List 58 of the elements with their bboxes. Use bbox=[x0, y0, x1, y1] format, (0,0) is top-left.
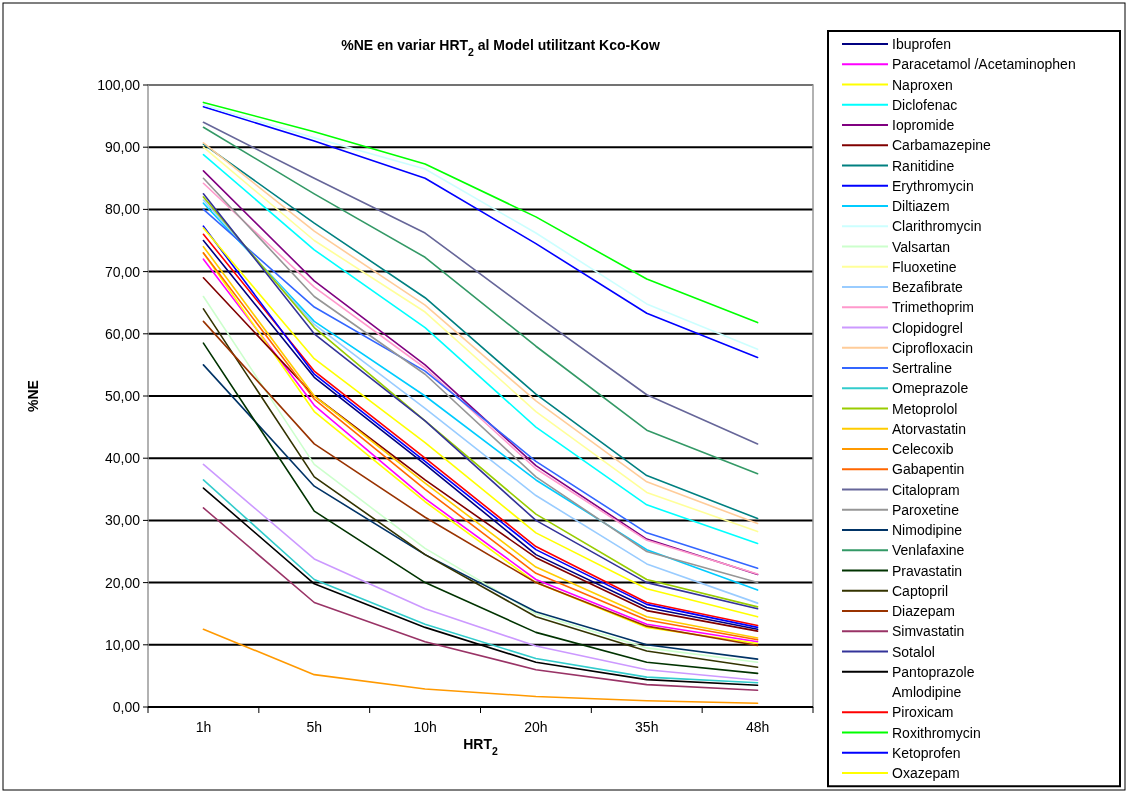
x-tick-label: 20h bbox=[524, 719, 548, 735]
legend-label: Captopril bbox=[892, 582, 949, 599]
legend-label: Naproxen bbox=[892, 76, 953, 93]
x-tick-label: 35h bbox=[635, 719, 659, 735]
y-axis-title: %NE bbox=[25, 380, 41, 412]
legend-label: Citalopram bbox=[892, 481, 960, 498]
legend-label: Roxithromycin bbox=[892, 724, 981, 741]
legend-label: Ciprofloxacin bbox=[892, 339, 973, 356]
legend-label: Bezafibrate bbox=[892, 279, 964, 295]
y-tick-label: 10,00 bbox=[104, 636, 141, 653]
legend-label: Valsartan bbox=[892, 238, 951, 255]
legend-label: Clarithromycin bbox=[892, 218, 982, 235]
legend-label: Oxazepam bbox=[892, 765, 960, 781]
legend-label: Diltiazem bbox=[892, 198, 950, 214]
legend-label: Gabapentin bbox=[892, 461, 965, 478]
chart-title: %NE en variar HRT$_{2}$ al Model utilitzant Kco-Kow bbox=[341, 37, 660, 58]
legend-label: Diazepam bbox=[892, 603, 956, 619]
legend-label: Sotalol bbox=[892, 643, 935, 660]
legend-label: Sertraline bbox=[892, 360, 953, 376]
legend-label: Atorvastatin bbox=[892, 420, 966, 437]
legend-label: Paracetamol /Acetaminophen bbox=[892, 56, 1076, 73]
legend-label: Pantoprazole bbox=[892, 663, 975, 680]
x-tick-label: 5h bbox=[306, 719, 323, 735]
y-tick-label: 100,00 bbox=[97, 77, 141, 93]
y-tick-label: 80,00 bbox=[104, 201, 141, 218]
legend-label: Paroxetine bbox=[892, 501, 960, 518]
legend-label: Ibuprofen bbox=[892, 36, 952, 52]
x-tick-label: 48h bbox=[745, 719, 770, 735]
legend-label: Venlafaxine bbox=[892, 542, 965, 559]
legend-label: Metoprolol bbox=[892, 400, 958, 417]
y-tick-label: 60,00 bbox=[104, 325, 141, 342]
x-tick-label: 1h bbox=[195, 719, 212, 735]
y-tick-label: 0,00 bbox=[112, 699, 141, 715]
legend-label: Nimodipine bbox=[892, 522, 963, 538]
y-tick-label: 50,00 bbox=[104, 388, 141, 404]
legend-label: Trimethoprim bbox=[892, 299, 974, 316]
legend-label: Erythromycin bbox=[892, 177, 974, 194]
legend-label: Carbamazepine bbox=[892, 137, 992, 154]
legend-label: Omeprazole bbox=[892, 380, 969, 397]
x-tick-label: 10h bbox=[413, 719, 437, 735]
legend-label: Pravastatin bbox=[892, 562, 963, 579]
y-tick-label: 20,00 bbox=[104, 574, 141, 591]
x-axis-title: HRT$_{2}$ bbox=[463, 736, 498, 757]
line-series bbox=[202, 628, 759, 705]
legend-label: Celecoxib bbox=[892, 441, 954, 457]
y-tick-label: 30,00 bbox=[104, 512, 141, 529]
legend-label: Piroxicam bbox=[892, 704, 954, 721]
legend-label: Clopidogrel bbox=[892, 319, 963, 336]
legend-label: Simvastatin bbox=[892, 623, 965, 640]
legend-label: Iopromide bbox=[892, 117, 955, 133]
legend-label: Fluoxetine bbox=[892, 258, 957, 275]
text: Amlodipine bbox=[892, 684, 962, 700]
legend-label: Diclofenac bbox=[892, 96, 958, 113]
y-tick-label: 40,00 bbox=[104, 450, 141, 467]
y-tick-label: 70,00 bbox=[104, 263, 141, 280]
y-tick-label: 90,00 bbox=[104, 139, 141, 156]
legend-label: Ranitidine bbox=[892, 157, 955, 174]
legend-label: Ketoprofen bbox=[892, 744, 961, 761]
